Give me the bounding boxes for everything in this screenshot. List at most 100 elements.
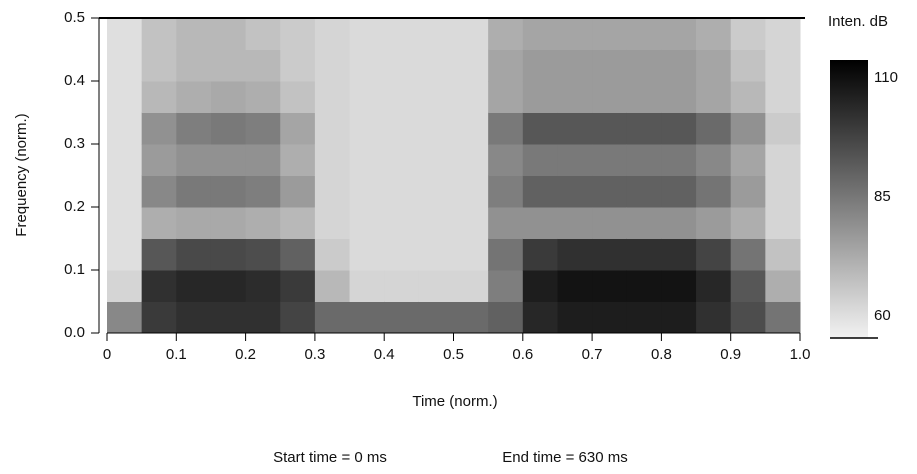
cell — [453, 175, 489, 208]
cell — [384, 207, 420, 239]
cell — [280, 18, 316, 50]
cell — [557, 175, 593, 208]
cell — [107, 301, 143, 334]
cell — [765, 18, 801, 50]
cell — [384, 270, 420, 302]
cell — [141, 301, 177, 334]
cell — [453, 81, 489, 113]
cell — [730, 207, 766, 239]
y-tick-label: 0.1 — [64, 261, 85, 278]
cell — [107, 238, 143, 271]
cell — [245, 301, 281, 334]
cell — [245, 112, 281, 145]
cell — [557, 207, 593, 239]
cell — [488, 175, 524, 208]
cell — [107, 270, 143, 302]
cell — [280, 175, 316, 208]
cell — [210, 144, 247, 176]
cell — [592, 270, 628, 302]
cell — [245, 49, 281, 82]
colorbar-title: Inten. dB — [828, 13, 888, 30]
cell — [557, 81, 593, 113]
cell — [488, 301, 524, 334]
cell — [522, 112, 558, 145]
x-tick-label: 0.6 — [512, 346, 533, 363]
cell — [176, 49, 212, 82]
cell — [418, 238, 454, 271]
cell — [349, 112, 385, 145]
cell — [765, 81, 801, 113]
cell — [418, 207, 454, 239]
cell — [730, 112, 766, 145]
cell — [314, 49, 351, 82]
cell — [488, 270, 524, 302]
cell — [522, 238, 558, 271]
cell — [730, 144, 766, 176]
cell — [626, 18, 662, 50]
cell — [765, 49, 801, 82]
cell — [626, 112, 662, 145]
cell — [245, 81, 281, 113]
y-tick-label: 0.2 — [64, 198, 85, 215]
cell — [488, 81, 524, 113]
cell — [730, 81, 766, 113]
cell — [696, 112, 732, 145]
cell — [626, 144, 662, 176]
x-tick-label: 0.7 — [582, 346, 603, 363]
cell — [280, 301, 316, 334]
cell — [488, 112, 524, 145]
cell — [141, 238, 177, 271]
cell — [696, 238, 732, 271]
cell — [661, 175, 697, 208]
cell — [592, 81, 628, 113]
cell — [107, 207, 143, 239]
cell — [107, 144, 143, 176]
cell — [245, 270, 281, 302]
cell — [349, 301, 385, 334]
x-tick-label: 0.8 — [651, 346, 672, 363]
cell — [349, 238, 385, 271]
cell — [661, 18, 697, 50]
cell — [661, 144, 697, 176]
cell — [280, 81, 316, 113]
cell — [557, 49, 593, 82]
cell — [592, 144, 628, 176]
cell — [592, 18, 628, 50]
x-tick-label: 0 — [103, 346, 111, 363]
cell — [488, 18, 524, 50]
cell — [176, 207, 212, 239]
cell — [176, 270, 212, 302]
cell — [522, 49, 558, 82]
cell — [176, 301, 212, 334]
x-axis-title: Time (norm.) — [412, 393, 497, 410]
cell — [418, 81, 454, 113]
cell — [661, 207, 697, 239]
cell — [765, 238, 801, 271]
y-axis-title: Frequency (norm.) — [13, 113, 30, 236]
cell — [522, 18, 558, 50]
cell — [107, 49, 143, 82]
cell — [765, 112, 801, 145]
cell — [314, 301, 351, 334]
cell — [488, 238, 524, 271]
cell — [557, 144, 593, 176]
cell — [730, 270, 766, 302]
cell — [453, 301, 489, 334]
y-tick-label: 0.5 — [64, 9, 85, 26]
cell — [107, 112, 143, 145]
cell — [176, 238, 212, 271]
cell — [418, 175, 454, 208]
cell — [696, 81, 732, 113]
cell — [522, 301, 558, 334]
cell — [696, 144, 732, 176]
cell — [730, 18, 766, 50]
cell — [349, 81, 385, 113]
colorbar-tick-label: 110 — [874, 69, 898, 86]
x-tick-label: 0.3 — [304, 346, 325, 363]
cell — [626, 175, 662, 208]
cell — [453, 18, 489, 50]
cell — [765, 270, 801, 302]
cell — [245, 18, 281, 50]
y-tick-label: 0.4 — [64, 72, 85, 89]
